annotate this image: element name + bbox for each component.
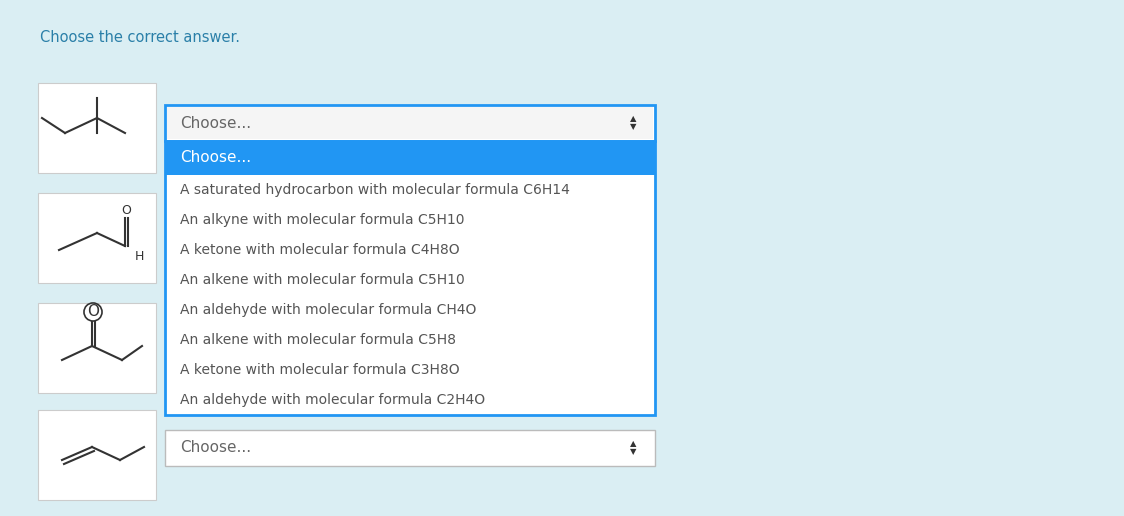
Text: Choose...: Choose... (180, 441, 251, 456)
FancyBboxPatch shape (165, 141, 655, 415)
Text: A ketone with molecular formula C4H8O: A ketone with molecular formula C4H8O (180, 243, 460, 257)
Text: ▲: ▲ (629, 440, 636, 448)
Text: An aldehyde with molecular formula C2H4O: An aldehyde with molecular formula C2H4O (180, 393, 486, 407)
Text: ▲: ▲ (629, 115, 636, 123)
Text: ▼: ▼ (629, 447, 636, 457)
Text: O: O (87, 304, 99, 319)
FancyBboxPatch shape (38, 410, 156, 500)
FancyBboxPatch shape (165, 105, 655, 141)
FancyBboxPatch shape (167, 107, 653, 139)
Text: Choose...: Choose... (180, 116, 251, 131)
Text: A ketone with molecular formula C3H8O: A ketone with molecular formula C3H8O (180, 363, 460, 377)
Text: Choose the correct answer.: Choose the correct answer. (40, 30, 241, 45)
Text: An alkyne with molecular formula C5H10: An alkyne with molecular formula C5H10 (180, 213, 464, 227)
FancyBboxPatch shape (165, 430, 655, 466)
Text: An alkene with molecular formula C5H10: An alkene with molecular formula C5H10 (180, 273, 464, 287)
FancyBboxPatch shape (38, 303, 156, 393)
FancyBboxPatch shape (38, 193, 156, 283)
FancyBboxPatch shape (165, 141, 655, 175)
Text: An aldehyde with molecular formula CH4O: An aldehyde with molecular formula CH4O (180, 303, 477, 317)
Text: ▼: ▼ (629, 122, 636, 132)
FancyBboxPatch shape (38, 83, 156, 173)
Text: O: O (121, 204, 130, 218)
Text: H: H (134, 250, 144, 263)
Text: Choose...: Choose... (180, 151, 251, 166)
Text: A saturated hydrocarbon with molecular formula C6H14: A saturated hydrocarbon with molecular f… (180, 183, 570, 197)
Text: An alkene with molecular formula C5H8: An alkene with molecular formula C5H8 (180, 333, 456, 347)
